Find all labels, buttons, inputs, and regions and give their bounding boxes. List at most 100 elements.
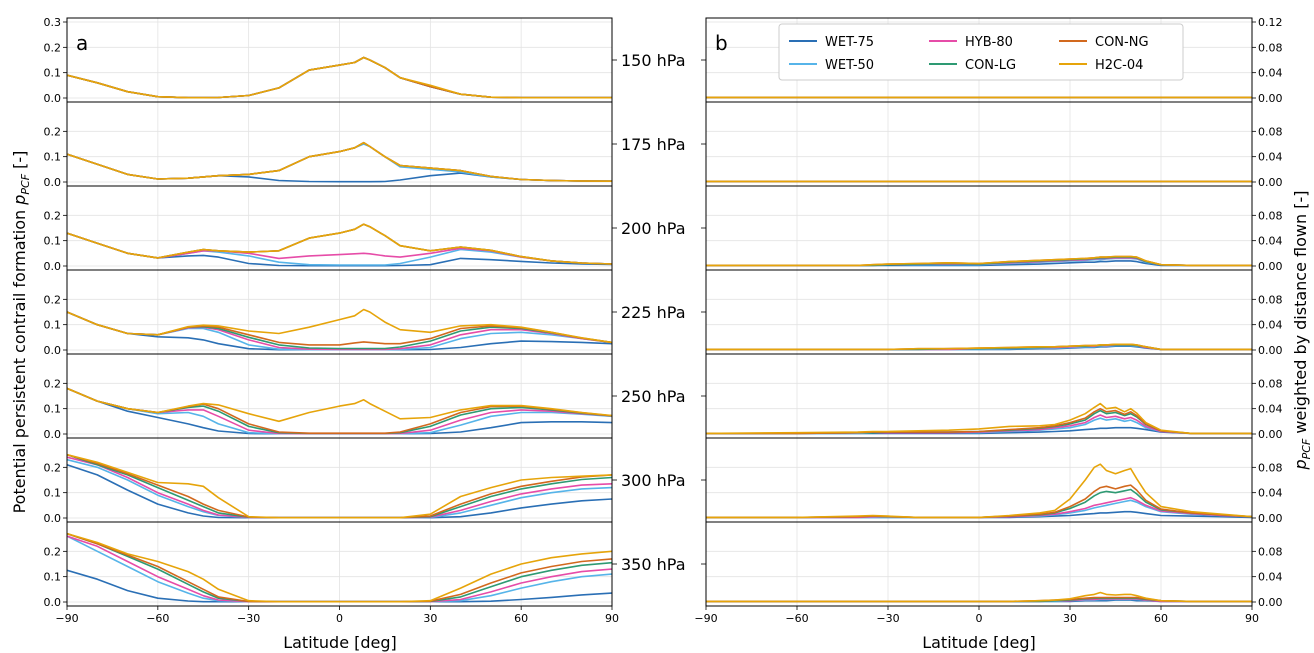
y-tick-label: 0.2 (44, 41, 62, 54)
y-tick-label: 0.08 (1258, 461, 1283, 474)
series-line-h2c-04 (67, 56, 612, 99)
subplot-b-350-hPa: 0.00 0.04 0.08 −90 −60 −30 0 30 60 90 (694, 521, 1283, 625)
y-tick-label: 0.08 (1258, 377, 1283, 390)
series-line-h2c-04 (67, 308, 612, 344)
series-line-h2c-04 (706, 463, 1252, 519)
series-line-h2c-04 (67, 453, 612, 519)
y-tick-label: 0.0 (44, 176, 62, 189)
y-tick-label: 0.0 (44, 512, 62, 525)
x-tick-label: 0 (976, 612, 983, 625)
subplot-a-200-hPa: 0.0 0.1 0.2 200 hPa (44, 185, 686, 273)
pressure-level-label: 200 hPa (621, 219, 686, 238)
y-tick-label: 0.04 (1258, 235, 1283, 248)
series-line-h2c-04 (67, 141, 612, 182)
x-tick-label: −30 (876, 612, 899, 625)
y-tick-label: 0.1 (44, 319, 62, 332)
legend-entry-wet-50: WET-50 (789, 58, 874, 73)
series-line-h2c-04 (67, 223, 612, 265)
y-tick-label: 0.1 (44, 571, 62, 584)
panel-b: 0.000.040.080.12b0.000.040.080.000.040.0… (694, 16, 1282, 625)
y-tick-label: 0.1 (44, 235, 62, 248)
y-tick-label: 0.0 (44, 92, 62, 105)
panel-label-a: a (76, 31, 88, 55)
x-tick-label: −60 (785, 612, 808, 625)
legend: WET-75 WET-50 HYB-80 CON-LG CON-NG H2C-04 (778, 23, 1184, 81)
subplot-b-175-hPa: 0.00 0.04 0.08 (701, 101, 1283, 189)
x-tick-label: −30 (237, 612, 260, 625)
y-axis-label-a-sym: p (10, 195, 29, 206)
x-axis-label-b: Latitude [deg] (922, 633, 1036, 652)
y-tick-label: 0.08 (1258, 293, 1283, 306)
y-tick-label: 0.0 (44, 260, 62, 273)
y-tick-label: 0.1 (44, 487, 62, 500)
x-tick-label: 60 (514, 612, 528, 625)
y-axis-label-a-sub: PCF (19, 173, 32, 194)
legend-entry-h2c-04: H2C-04 (1059, 58, 1143, 73)
subplot-a-300-hPa: 0.0 0.1 0.2 300 hPa (44, 437, 686, 525)
subplot-a-225-hPa: 0.0 0.1 0.2 225 hPa (44, 269, 686, 357)
series-line-h2c-04 (706, 343, 1252, 351)
y-tick-label: 0.0 (44, 596, 62, 609)
y-tick-label: 0.04 (1258, 403, 1283, 416)
subplot-b-300-hPa: 0.00 0.04 0.08 (701, 437, 1283, 525)
panel-label-b: b (715, 31, 728, 55)
y-tick-label: 0.08 (1258, 545, 1283, 558)
y-tick-label: 0.12 (1258, 16, 1283, 29)
x-tick-label: 30 (423, 612, 437, 625)
pressure-level-label: 225 hPa (621, 303, 686, 322)
subplot-a-150-hPa: 0.0 0.1 0.2 0.3 150 hPa a (44, 16, 686, 105)
x-tick-label: 30 (1063, 612, 1077, 625)
subplot-b-250-hPa: 0.00 0.04 0.08 (701, 353, 1283, 441)
x-tick-label: 90 (605, 612, 619, 625)
y-axis-label-b-sym: p (1291, 459, 1310, 470)
y-tick-label: 0.2 (44, 125, 62, 138)
subplot-a-250-hPa: 0.0 0.1 0.2 250 hPa (44, 353, 686, 441)
y-tick-label: 0.3 (44, 16, 62, 29)
series-line-h2c-04 (706, 591, 1252, 603)
pressure-level-label: 350 hPa (621, 555, 686, 574)
pressure-level-label: 250 hPa (621, 387, 686, 406)
legend-entry-hyb-80: HYB-80 (929, 35, 1013, 50)
y-axis-label-a-tail: [-] (10, 151, 29, 174)
x-tick-label: −90 (694, 612, 717, 625)
subplot-a-350-hPa: 0.0 0.1 0.2 350 hPa −90 −60 −30 0 30 60 90 (44, 521, 686, 625)
x-tick-label: −60 (146, 612, 169, 625)
y-tick-label: 0.1 (44, 151, 62, 164)
legend-label: CON-NG (1095, 35, 1149, 50)
legend-box (778, 23, 1184, 81)
x-axis-label-a: Latitude [deg] (283, 633, 397, 652)
series-line-h2c-04 (67, 532, 612, 603)
pressure-level-label: 150 hPa (621, 51, 686, 70)
y-tick-label: 0.2 (44, 293, 62, 306)
legend-label: H2C-04 (1095, 58, 1143, 73)
y-tick-label: 0.08 (1258, 125, 1283, 138)
y-tick-label: 0.00 (1258, 176, 1283, 189)
y-tick-label: 0.04 (1258, 487, 1283, 500)
subplot-b-200-hPa: 0.00 0.04 0.08 (701, 185, 1283, 273)
y-tick-label: 0.2 (44, 461, 62, 474)
y-tick-label: 0.04 (1258, 151, 1283, 164)
y-tick-label: 0.2 (44, 377, 62, 390)
y-tick-label: 0.00 (1258, 260, 1283, 273)
series-line-h2c-04 (67, 387, 612, 423)
y-tick-label: 0.0 (44, 344, 62, 357)
series-line-h2c-04 (706, 255, 1252, 267)
y-tick-label: 0.04 (1258, 67, 1283, 80)
y-axis-label-b: pPCF weighted by distance flown [-] (1291, 191, 1313, 471)
x-tick-label: −90 (55, 612, 78, 625)
y-tick-label: 0.00 (1258, 596, 1283, 609)
legend-label: HYB-80 (965, 35, 1013, 50)
legend-label: CON-LG (965, 58, 1016, 73)
y-axis-label-a-main: Potential persistent contrail formation (10, 205, 29, 514)
x-tick-label: 0 (336, 612, 343, 625)
y-axis-label-a: Potential persistent contrail formation … (10, 151, 32, 514)
y-tick-label: 0.1 (44, 403, 62, 416)
y-tick-label: 0.00 (1258, 344, 1283, 357)
y-axis-label-b-tail: weighted by distance flown [-] (1291, 191, 1310, 439)
legend-entry-wet-75: WET-75 (789, 35, 874, 50)
y-tick-label: 0.04 (1258, 571, 1283, 584)
x-tick-label: 60 (1154, 612, 1168, 625)
legend-entry-con-lg: CON-LG (929, 58, 1016, 73)
axis-labels: Latitude [deg] Latitude [deg] Potential … (10, 151, 1313, 652)
